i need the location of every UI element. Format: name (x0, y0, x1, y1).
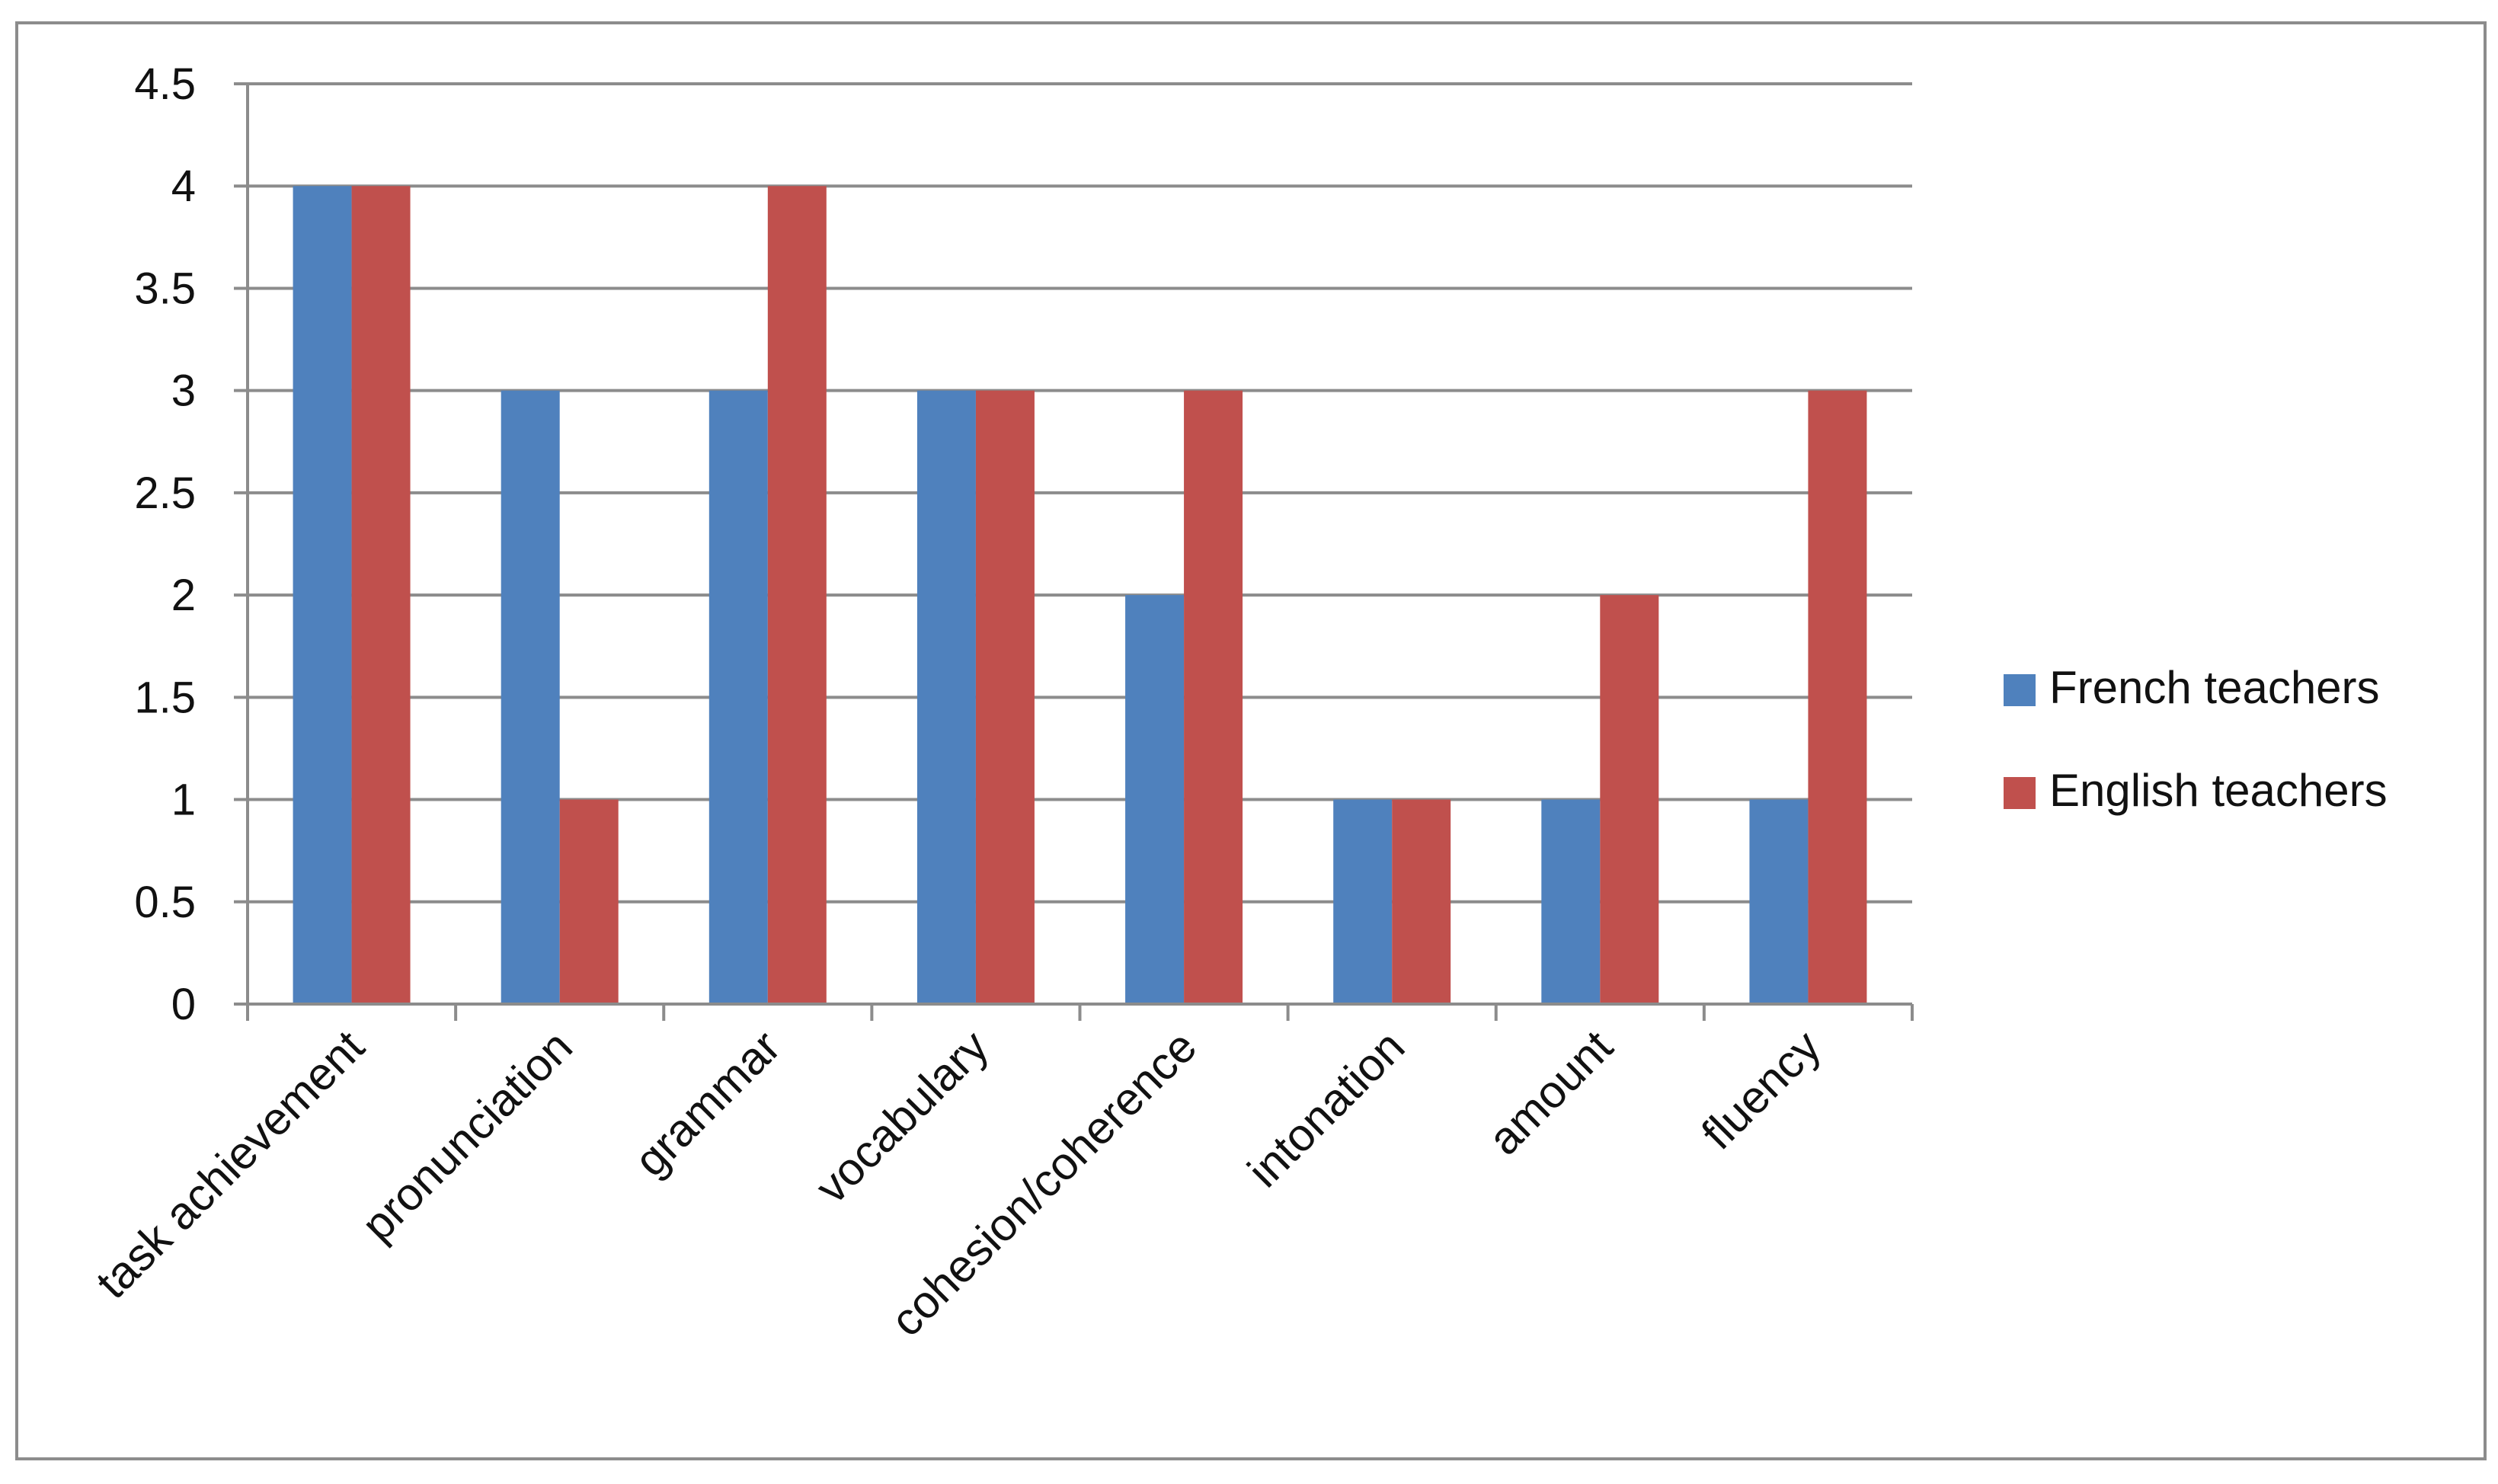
y-tick-label: 0.5 (134, 878, 196, 927)
y-tick-labels: 0 0.5 1 1.5 2 2.5 3 3.5 4 4.5 (134, 59, 196, 1029)
y-tick-label: 3 (171, 366, 196, 416)
y-tick-label: 0 (171, 980, 196, 1029)
bar-french-teachers (501, 390, 560, 1004)
bar-french-teachers (1125, 595, 1185, 1004)
axes (234, 82, 1914, 1021)
y-tick-label: 2 (171, 571, 196, 620)
legend-label: French teachers (2049, 662, 2380, 713)
bar-english-teachers (351, 186, 411, 1005)
y-tick-label: 1 (171, 776, 196, 825)
bar-english-teachers (767, 186, 827, 1005)
y-tick-label: 2.5 (134, 469, 196, 518)
bar-french-teachers (1749, 799, 1809, 1004)
legend-swatch (2004, 674, 2036, 706)
bar-french-teachers (916, 390, 976, 1004)
bar-french-teachers (293, 186, 352, 1005)
y-tick-label: 1.5 (134, 673, 196, 722)
y-tick-label: 3.5 (134, 264, 196, 313)
bars (293, 186, 1867, 1005)
bar-english-teachers (1808, 390, 1867, 1004)
bar-english-teachers (1392, 799, 1451, 1004)
bar-english-teachers (1184, 390, 1243, 1004)
bar-french-teachers (1541, 799, 1601, 1004)
chart-frame (15, 21, 2487, 1460)
legend-swatch (2004, 777, 2036, 809)
bar-french-teachers (1333, 799, 1393, 1004)
y-tick-label: 4 (171, 162, 196, 211)
legend-label: English teachers (2049, 765, 2388, 816)
bar-english-teachers (559, 799, 619, 1004)
legend: French teachers English teachers (2004, 662, 2388, 816)
bar-english-teachers (1600, 595, 1659, 1004)
bar-english-teachers (975, 390, 1035, 1004)
bar-french-teachers (708, 390, 768, 1004)
y-tick-label: 4.5 (134, 59, 196, 109)
